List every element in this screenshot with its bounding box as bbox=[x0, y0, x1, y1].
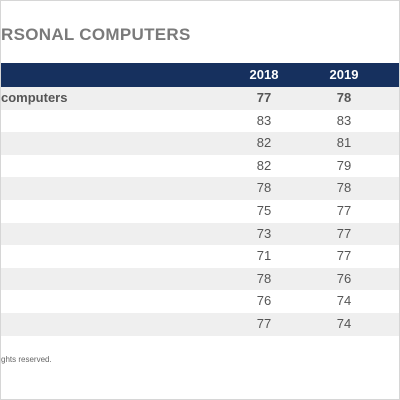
table-row: 75 77 bbox=[1, 200, 399, 223]
score-cell: 78 bbox=[256, 270, 272, 286]
score-cell: 73 bbox=[256, 225, 272, 241]
score-cell: 78 bbox=[256, 180, 272, 196]
score-cell: 75 bbox=[256, 203, 272, 218]
table-row: 77 74 bbox=[1, 313, 399, 336]
score-cell: 79 bbox=[336, 157, 352, 173]
score-cell: 81 bbox=[336, 135, 352, 151]
table-row: 78 78 bbox=[1, 177, 399, 200]
score-cell: 76 bbox=[256, 293, 272, 309]
score-cell: 74 bbox=[336, 316, 352, 331]
score-cell: 77 bbox=[336, 248, 352, 264]
table-row: 73 77 bbox=[1, 222, 399, 246]
column-header: 2019 bbox=[329, 67, 359, 82]
score-cell: 78 bbox=[336, 180, 352, 196]
score-cell: 83 bbox=[336, 112, 352, 128]
table-row: 83 83 bbox=[1, 110, 399, 133]
footer-note: ghts reserved. bbox=[1, 355, 52, 364]
score-cell: 74 bbox=[336, 293, 352, 309]
table-title: RSONAL COMPUTERS bbox=[1, 25, 191, 44]
score-cell: 71 bbox=[256, 248, 272, 264]
table-row: 71 77 bbox=[1, 245, 399, 268]
table-row: 82 81 bbox=[1, 132, 399, 155]
score-cell: 77 bbox=[256, 316, 272, 331]
score-cell: 78 bbox=[336, 90, 352, 105]
score-cell: 76 bbox=[336, 270, 352, 286]
table-row: 82 79 bbox=[1, 155, 399, 178]
score-cell: 77 bbox=[336, 225, 352, 241]
score-cell: 82 bbox=[256, 135, 272, 151]
column-header: % bbox=[389, 63, 399, 87]
row-label: computers bbox=[1, 90, 68, 105]
table-row: 76 74 bbox=[1, 290, 399, 313]
table-row: computers 77 78 bbox=[1, 87, 399, 110]
table-row: 78 76 bbox=[1, 267, 399, 291]
score-cell: 77 bbox=[336, 203, 352, 218]
score-cell: 77 bbox=[256, 90, 272, 105]
header-row: 2018 2019% bbox=[1, 63, 399, 87]
column-header: 2018 bbox=[249, 67, 279, 82]
score-cell: 83 bbox=[256, 112, 272, 128]
score-cell: 82 bbox=[256, 157, 272, 173]
